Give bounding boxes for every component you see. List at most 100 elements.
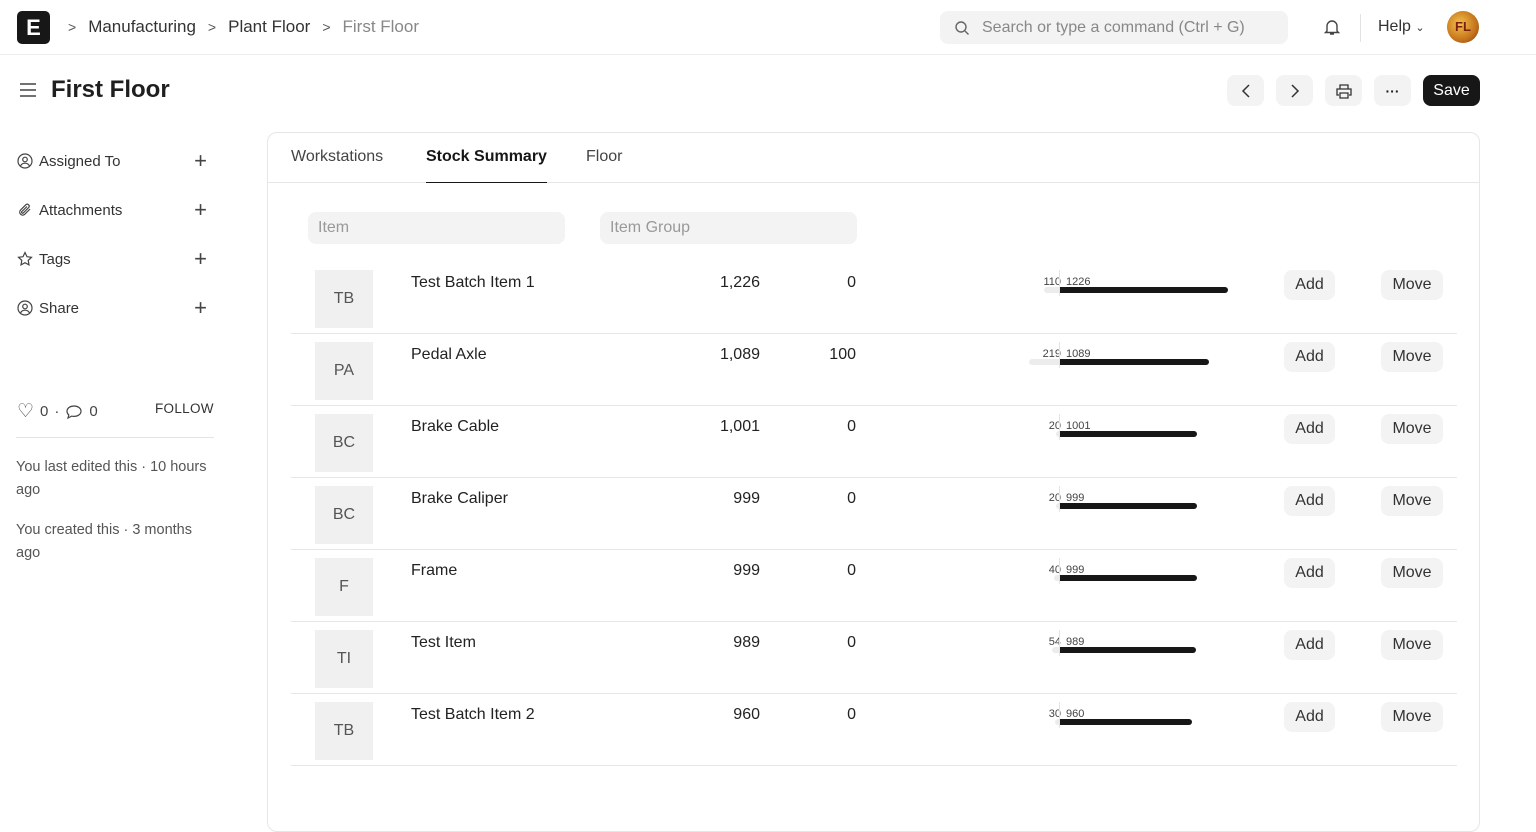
follow-button[interactable]: FOLLOW bbox=[155, 401, 214, 416]
sidebar-label: Attachments bbox=[39, 201, 123, 219]
add-button[interactable]: Add bbox=[1284, 414, 1335, 444]
bar-axis bbox=[1059, 270, 1060, 296]
divider bbox=[16, 437, 214, 438]
table-row: BC Brake Caliper 999 0 20 999 Add Move bbox=[291, 478, 1457, 550]
breadcrumb: > Manufacturing > Plant Floor > First Fl… bbox=[64, 17, 419, 37]
item-avatar: TB bbox=[315, 270, 373, 328]
last-edited-text: You last edited this · 10 hours ago bbox=[16, 459, 207, 498]
sidebar-assigned-to[interactable]: Assigned To + bbox=[17, 149, 214, 173]
breadcrumb-manufacturing[interactable]: Manufacturing bbox=[88, 17, 196, 36]
bell-icon[interactable] bbox=[1322, 17, 1342, 37]
bar-axis bbox=[1059, 558, 1060, 584]
move-button[interactable]: Move bbox=[1381, 630, 1443, 660]
sidebar-label: Tags bbox=[39, 250, 71, 268]
reserved-bar bbox=[1051, 647, 1059, 653]
plus-icon[interactable]: + bbox=[194, 197, 207, 222]
plus-icon[interactable]: + bbox=[194, 246, 207, 271]
qty-bar bbox=[1060, 575, 1197, 581]
reserved-bar bbox=[1043, 287, 1059, 293]
breadcrumb-first-floor[interactable]: First Floor bbox=[342, 17, 420, 36]
more-options-button[interactable]: ··· bbox=[1374, 75, 1411, 106]
table-row: F Frame 999 0 40 999 Add Move bbox=[291, 550, 1457, 622]
item-filter-input[interactable]: Item bbox=[308, 212, 565, 244]
hamburger-icon[interactable] bbox=[19, 82, 37, 98]
top-navbar: E > Manufacturing > Plant Floor > First … bbox=[0, 0, 1536, 55]
paperclip-icon bbox=[19, 203, 31, 216]
actual-qty: 1,226 bbox=[719, 274, 760, 291]
item-avatar: PA bbox=[315, 342, 373, 400]
sidebar-share[interactable]: Share + bbox=[17, 296, 214, 320]
user-share-icon bbox=[17, 300, 33, 316]
table-row: PA Pedal Axle 1,089 100 219 1089 Add Mov… bbox=[291, 334, 1457, 406]
sidebar-label: Share bbox=[39, 299, 80, 317]
item-name[interactable]: Pedal Axle bbox=[411, 346, 487, 363]
next-button[interactable] bbox=[1276, 75, 1313, 106]
social-stats: ♡ 0 · 0 bbox=[17, 400, 98, 423]
chevron-right-icon: > bbox=[68, 19, 77, 35]
reserved-bar bbox=[1028, 359, 1059, 365]
add-button[interactable]: Add bbox=[1284, 558, 1335, 588]
item-name[interactable]: Brake Cable bbox=[411, 418, 500, 435]
table-row: TB Test Batch Item 1 1,226 0 110 1226 Ad… bbox=[291, 262, 1457, 334]
item-group-filter-input[interactable]: Item Group bbox=[600, 212, 857, 244]
help-menu[interactable]: Help ⌄ bbox=[1378, 18, 1425, 36]
tab-stock-summary[interactable]: Stock Summary bbox=[426, 148, 547, 183]
bar-left-label: 30 bbox=[1048, 708, 1061, 720]
sidebar-tags[interactable]: Tags + bbox=[17, 247, 214, 271]
item-name[interactable]: Test Item bbox=[411, 634, 476, 651]
app-logo[interactable]: E bbox=[17, 11, 50, 44]
like-count: 0 bbox=[40, 403, 49, 420]
item-avatar: BC bbox=[315, 414, 373, 472]
add-button[interactable]: Add bbox=[1284, 630, 1335, 660]
qty-bar bbox=[1060, 359, 1210, 365]
breadcrumb-plant-floor[interactable]: Plant Floor bbox=[228, 17, 311, 36]
add-button[interactable]: Add bbox=[1284, 702, 1335, 732]
move-button[interactable]: Move bbox=[1381, 270, 1443, 300]
page-title: First Floor bbox=[51, 76, 170, 103]
item-name[interactable]: Brake Caliper bbox=[411, 490, 508, 507]
print-button[interactable] bbox=[1325, 75, 1362, 106]
qty-bar bbox=[1060, 287, 1228, 293]
plus-icon[interactable]: + bbox=[194, 295, 207, 320]
move-button[interactable]: Move bbox=[1381, 414, 1443, 444]
add-button[interactable]: Add bbox=[1284, 342, 1335, 372]
move-button[interactable]: Move bbox=[1381, 342, 1443, 372]
reserved-bar bbox=[1053, 575, 1059, 581]
user-avatar[interactable]: FL bbox=[1447, 11, 1479, 43]
tab-floor[interactable]: Floor bbox=[586, 148, 623, 165]
plus-icon[interactable]: + bbox=[194, 148, 207, 173]
move-button[interactable]: Move bbox=[1381, 558, 1443, 588]
comment-icon[interactable] bbox=[65, 404, 83, 420]
reserved-qty: 0 bbox=[847, 418, 856, 435]
bar-left-label: 54 bbox=[1048, 636, 1061, 648]
tab-workstations[interactable]: Workstations bbox=[291, 148, 384, 165]
search-input[interactable]: Search or type a command (Ctrl + G) bbox=[940, 11, 1288, 44]
item-name[interactable]: Test Batch Item 1 bbox=[411, 274, 535, 291]
reserved-qty: 0 bbox=[847, 562, 856, 579]
item-avatar: F bbox=[315, 558, 373, 616]
move-button[interactable]: Move bbox=[1381, 486, 1443, 516]
qty-bar bbox=[1060, 503, 1197, 509]
previous-button[interactable] bbox=[1227, 75, 1264, 106]
search-placeholder: Search or type a command (Ctrl + G) bbox=[982, 19, 1245, 36]
item-name[interactable]: Frame bbox=[411, 562, 458, 579]
item-avatar: TB bbox=[315, 702, 373, 760]
reserved-qty: 0 bbox=[847, 274, 856, 291]
qty-bar bbox=[1060, 719, 1192, 725]
add-button[interactable]: Add bbox=[1284, 270, 1335, 300]
move-button[interactable]: Move bbox=[1381, 702, 1443, 732]
add-button[interactable]: Add bbox=[1284, 486, 1335, 516]
heart-icon[interactable]: ♡ bbox=[17, 401, 35, 422]
table-row: BC Brake Cable 1,001 0 20 1001 Add Move bbox=[291, 406, 1457, 478]
item-name[interactable]: Test Batch Item 2 bbox=[411, 706, 535, 723]
divider bbox=[1360, 14, 1361, 42]
bar-right-label: 989 bbox=[1066, 636, 1085, 648]
actual-qty: 999 bbox=[733, 490, 760, 507]
ellipsis-icon: ··· bbox=[1385, 82, 1400, 99]
save-button[interactable]: Save bbox=[1423, 75, 1480, 106]
reserved-qty: 0 bbox=[847, 634, 856, 651]
table-row: TB Test Batch Item 2 960 0 30 960 Add Mo… bbox=[291, 694, 1457, 766]
content-card: Workstations Stock Summary Floor Item It… bbox=[267, 132, 1480, 832]
sidebar-attachments[interactable]: Attachments + bbox=[17, 198, 214, 222]
created-text: You created this · 3 months ago bbox=[16, 522, 192, 561]
